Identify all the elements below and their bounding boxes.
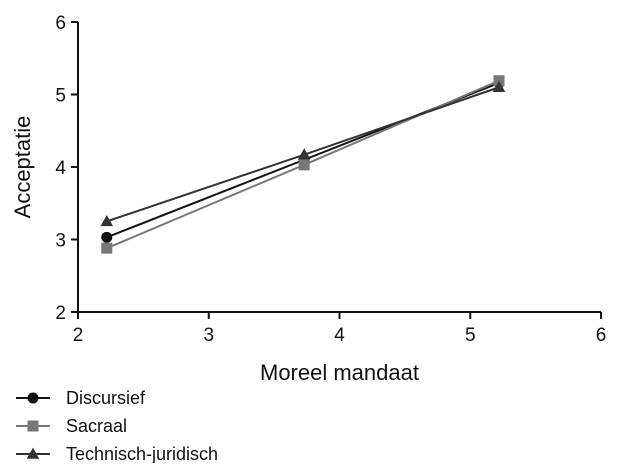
legend: Discursief Sacraal Technisch-juridisch — [16, 388, 218, 464]
series-group — [100, 75, 506, 254]
y-tick-label: 6 — [55, 13, 66, 34]
y-axis-label: Acceptatie — [10, 116, 35, 219]
legend-triangle-icon — [26, 447, 40, 459]
legend-item: Discursief — [16, 388, 146, 408]
series-square — [101, 75, 505, 254]
legend-label: Discursief — [66, 388, 146, 408]
tick-labels: 2 3 4 5 6 2 3 4 5 6 — [55, 13, 606, 346]
x-axis-label: Moreel mandaat — [260, 360, 419, 385]
y-tick-label: 2 — [55, 303, 66, 324]
axes — [77, 22, 601, 313]
series-triangle — [100, 80, 506, 227]
x-tick-label: 2 — [73, 325, 84, 346]
y-tick-label: 3 — [55, 231, 66, 252]
legend-square-icon — [27, 420, 39, 432]
legend-label: Technisch-juridisch — [66, 444, 218, 463]
x-tick-label: 5 — [465, 325, 476, 346]
x-tick-label: 3 — [203, 325, 214, 346]
y-tick-label: 5 — [55, 86, 66, 107]
data-point-triangle — [297, 148, 311, 160]
x-tick-label: 6 — [596, 325, 607, 346]
data-point-circle — [101, 231, 113, 243]
data-point-square — [298, 159, 310, 171]
data-point-triangle — [492, 80, 506, 92]
legend-item: Sacraal — [16, 416, 127, 436]
tick-marks — [71, 21, 602, 319]
legend-circle-icon — [27, 392, 39, 404]
data-point-square — [101, 242, 113, 254]
y-tick-label: 4 — [55, 158, 66, 179]
data-point-triangle — [100, 215, 114, 227]
data-point-square — [493, 75, 505, 87]
legend-label: Sacraal — [66, 416, 127, 436]
x-tick-label: 4 — [334, 325, 345, 346]
legend-item: Technisch-juridisch — [16, 444, 218, 464]
